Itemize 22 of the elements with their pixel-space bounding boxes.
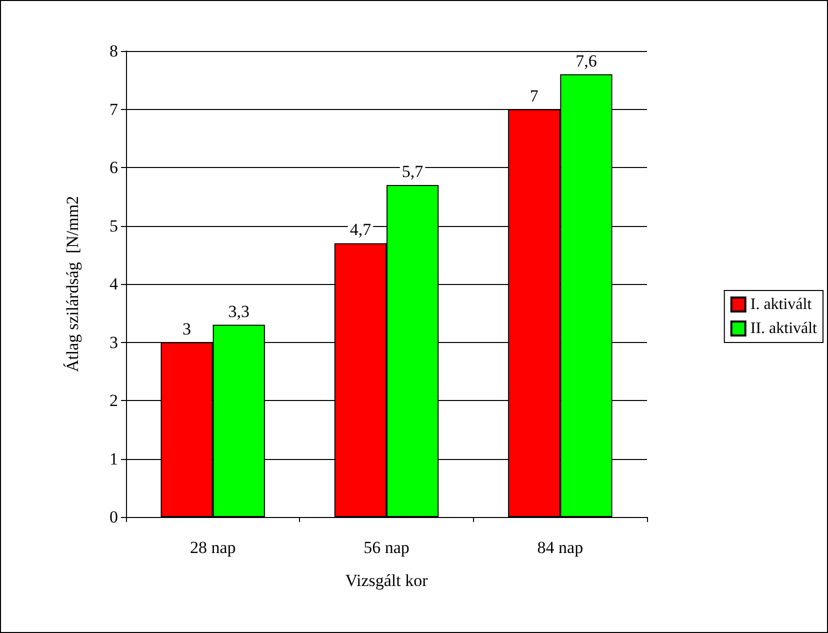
data-label: 3,3 [228, 302, 250, 321]
data-label: 7 [530, 86, 539, 106]
y-axis-title: Átlag szilárdság [N/mm2 [63, 196, 82, 372]
legend-label: I. aktivált [750, 296, 812, 313]
data-label: 3 [182, 319, 192, 338]
data-label: 4,7 [350, 220, 372, 240]
y-tick-label: 1 [110, 449, 118, 468]
y-tick-label: 6 [110, 158, 118, 177]
data-label: 7,6 [576, 51, 597, 70]
y-tick-label: 2 [110, 391, 118, 410]
y-tick-label: 4 [110, 274, 118, 294]
y-tick-label: 0 [110, 508, 118, 526]
data-label: 5,7 [402, 162, 424, 181]
legend-label: II. aktivált [750, 320, 818, 337]
y-tick-label: 3 [110, 332, 118, 352]
x-axis-title: Vizsgált kor [345, 571, 428, 590]
y-tick-label: 5 [110, 216, 118, 236]
x-tick-label: 84 nap [537, 538, 584, 557]
y-tick-label: 8 [110, 42, 118, 60]
y-tick-label: 7 [110, 100, 118, 119]
x-tick-label: 56 nap [364, 538, 410, 557]
x-tick-label: 28 nap [190, 538, 236, 557]
